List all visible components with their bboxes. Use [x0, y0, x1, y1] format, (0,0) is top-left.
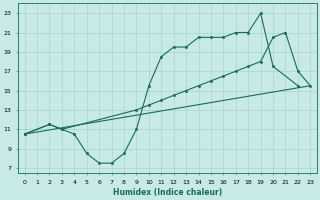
- X-axis label: Humidex (Indice chaleur): Humidex (Indice chaleur): [113, 188, 222, 197]
